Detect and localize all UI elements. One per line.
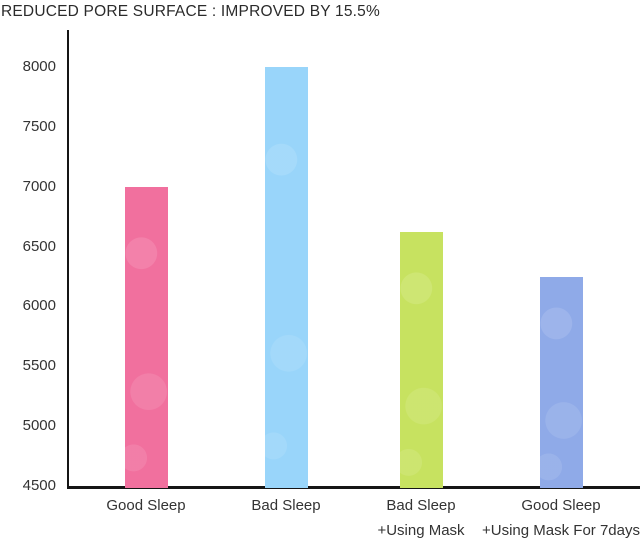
y-tick-label: 6000 <box>22 297 56 315</box>
chart-title: REDUCED PORE SURFACE : IMPROVED BY 15.5% <box>1 3 380 20</box>
y-tick-label: 5000 <box>22 417 56 435</box>
y-tick-label: 7500 <box>22 117 56 135</box>
x-category-label: Bad Sleep <box>251 497 321 514</box>
x-axis-line <box>67 486 640 489</box>
y-tick-label: 7000 <box>22 177 56 195</box>
y-tick-label: 8000 <box>22 58 56 75</box>
x-category-label: Good Sleep +Using Mask For 7days <box>482 497 640 539</box>
x-category-label: Good Sleep <box>106 497 186 514</box>
bar <box>399 232 443 488</box>
bar <box>124 186 168 488</box>
y-tick-label: 6500 <box>22 237 56 255</box>
y-tick-label: 5500 <box>22 357 56 375</box>
y-tick-label: 4500 <box>22 477 56 494</box>
x-category-label: Bad Sleep +Using Mask <box>377 497 465 539</box>
bar <box>264 67 308 488</box>
bar <box>539 276 583 488</box>
y-axis-line <box>67 30 69 489</box>
